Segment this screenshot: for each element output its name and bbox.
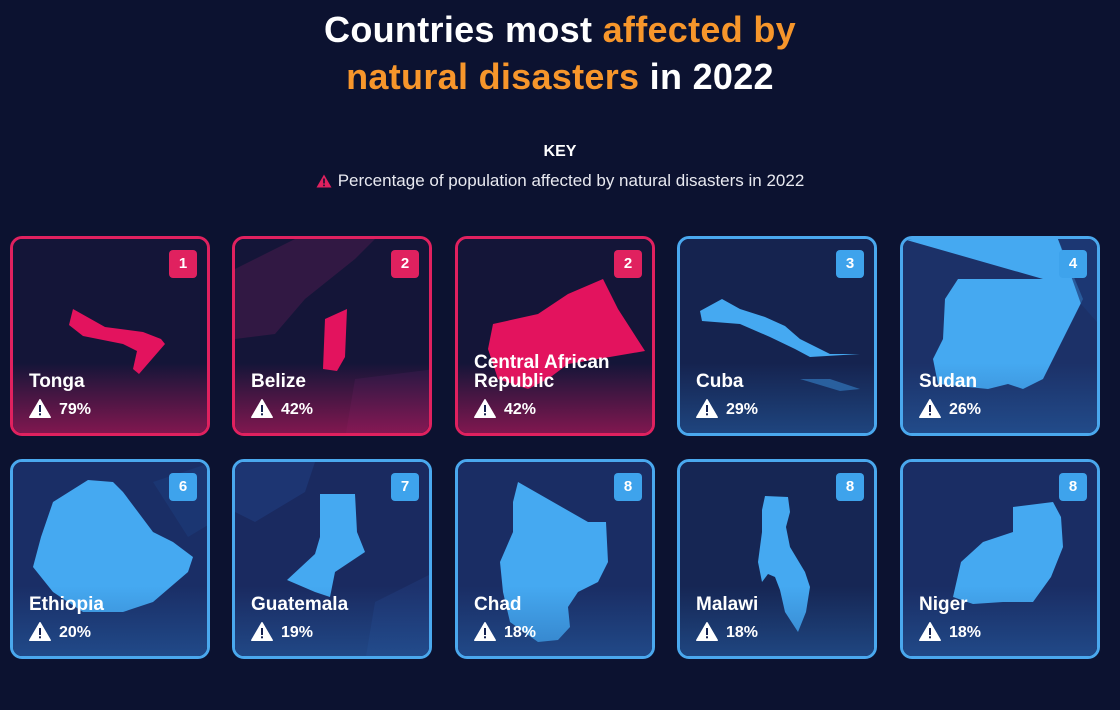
country-name: Malawi: [696, 594, 759, 615]
title-highlight-1: affected by: [602, 9, 796, 50]
card-shade: [680, 363, 874, 433]
country-stat: 19%: [251, 622, 313, 644]
percentage-value: 19%: [281, 624, 314, 641]
percentage-value: 29%: [726, 401, 759, 418]
country-card-cuba: 3 Cuba 29%: [677, 236, 877, 436]
country-card-belize: 2 Belize 42%: [232, 236, 432, 436]
country-stat: 18%: [474, 622, 536, 644]
card-shade: [13, 586, 207, 656]
card-shade: [235, 363, 429, 433]
country-stat: 42%: [251, 399, 313, 421]
rank-badge: 1: [169, 250, 197, 278]
rank-badge: 2: [391, 250, 419, 278]
title-highlight-2: natural disasters: [346, 56, 640, 97]
warning-icon: [29, 399, 51, 418]
rank-badge: 2: [614, 250, 642, 278]
card-shade: [458, 363, 652, 433]
card-shade: [458, 586, 652, 656]
country-stat: 79%: [29, 399, 91, 421]
country-card-niger: 8 Niger 18%: [900, 459, 1100, 659]
card-shade: [13, 363, 207, 433]
country-name: Central African Republic: [474, 352, 610, 392]
percentage-value: 20%: [59, 624, 92, 641]
warning-icon: [919, 399, 941, 418]
country-card-sudan: 4 Sudan 26%: [900, 236, 1100, 436]
warning-icon: [251, 622, 273, 641]
rank-badge: 7: [391, 473, 419, 501]
warning-icon: [696, 399, 718, 418]
country-stat: 26%: [919, 399, 981, 421]
country-card-tonga: 1 Tonga 79%: [10, 236, 210, 436]
country-name: Tonga: [29, 371, 85, 392]
country-card-chad: 8 Chad 18%: [455, 459, 655, 659]
country-stat: 29%: [696, 399, 758, 421]
country-card-central-african-republic: 2 Central African Republic 42%: [455, 236, 655, 436]
percentage-value: 18%: [504, 624, 537, 641]
card-shade: [680, 586, 874, 656]
rank-badge: 8: [1059, 473, 1087, 501]
warning-icon: [919, 622, 941, 641]
warning-icon: [474, 622, 496, 641]
country-stat: 18%: [919, 622, 981, 644]
rank-badge: 4: [1059, 250, 1087, 278]
warning-icon: [474, 399, 496, 418]
key-heading: KEY: [543, 143, 577, 160]
country-name: Chad: [474, 594, 522, 615]
rank-badge: 6: [169, 473, 197, 501]
chart-title: Countries most affected by natural disas…: [0, 6, 1120, 100]
warning-icon: [696, 622, 718, 641]
key-legend: Percentage of population affected by nat…: [0, 171, 1120, 191]
warning-icon: [316, 174, 332, 188]
country-stat: 20%: [29, 622, 91, 644]
key-label: Percentage of population affected by nat…: [337, 171, 805, 190]
country-card-guatemala: 7 Guatemala 19%: [232, 459, 432, 659]
rank-badge: 8: [836, 473, 864, 501]
country-stat: 42%: [474, 399, 536, 421]
country-name: Belize: [251, 371, 306, 392]
country-name: Sudan: [919, 371, 978, 392]
country-name: Cuba: [696, 371, 744, 392]
rank-badge: 8: [614, 473, 642, 501]
country-card-malawi: 8 Malawi 18%: [677, 459, 877, 659]
title-text-1: Countries most: [324, 9, 603, 50]
percentage-value: 26%: [949, 401, 982, 418]
warning-icon: [251, 399, 273, 418]
country-card-ethiopia: 6 Ethiopia 20%: [10, 459, 210, 659]
country-name: Guatemala: [251, 594, 349, 615]
country-stat: 18%: [696, 622, 758, 644]
warning-icon: [29, 622, 51, 641]
card-shade: [903, 363, 1097, 433]
country-name: Ethiopia: [29, 594, 104, 615]
percentage-value: 79%: [59, 401, 92, 418]
percentage-value: 42%: [281, 401, 314, 418]
country-name: Niger: [919, 594, 968, 615]
percentage-value: 18%: [726, 624, 759, 641]
title-text-2: in 2022: [639, 56, 774, 97]
percentage-value: 42%: [504, 401, 537, 418]
card-shade: [903, 586, 1097, 656]
percentage-value: 18%: [949, 624, 982, 641]
rank-badge: 3: [836, 250, 864, 278]
card-shade: [235, 586, 429, 656]
